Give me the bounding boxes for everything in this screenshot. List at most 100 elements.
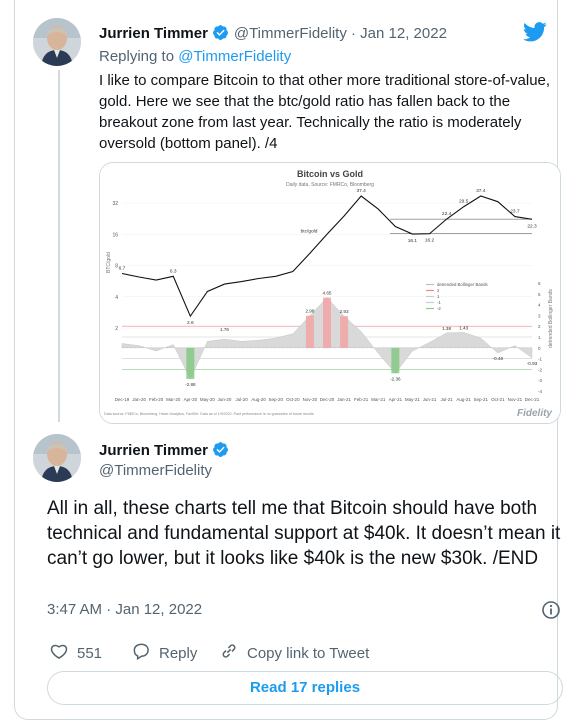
tweet-timestamp[interactable]: 3:47 AM · Jan 12, 2022 — [47, 601, 203, 618]
copy-link-button[interactable]: Copy link to Tweet — [219, 641, 369, 665]
right-tick-label: 1 — [538, 335, 541, 340]
bollinger-extreme — [391, 347, 400, 374]
reply-label: Reply — [159, 644, 198, 662]
tweet2-header: Jurrien Timmer — [99, 441, 229, 463]
x-tick-label: Dec-21 — [525, 397, 540, 402]
info-icon[interactable] — [541, 600, 561, 625]
replying-handle-link[interactable]: @TimmerFidelity — [178, 48, 292, 65]
bollinger-extreme — [340, 316, 349, 348]
legend-entry: 1 — [437, 294, 440, 299]
thread-line — [58, 70, 60, 422]
x-tick-label: Oct-20 — [286, 397, 300, 402]
bitcoin-vs-gold-chart: Bitcoin vs Gold Daily data. Source: FMRC… — [100, 163, 560, 423]
chart-image[interactable]: Bitcoin vs Gold Daily data. Source: FMRC… — [99, 162, 561, 424]
author-name[interactable]: Jurrien Timmer — [99, 442, 208, 459]
link-icon — [219, 641, 239, 665]
verified-badge-icon — [212, 24, 229, 46]
right-tick-label: -3 — [538, 378, 542, 383]
tweet-actions: 551 Reply Copy link to Tweet — [47, 641, 547, 665]
left-tick-label: 4 — [115, 295, 118, 301]
replying-to: Replying to @TimmerFidelity — [99, 48, 291, 65]
right-tick-label: 2 — [538, 324, 541, 329]
legend-entry: -1 — [437, 300, 441, 305]
upper-annotation: 16.2 — [425, 238, 435, 244]
lower-annotation: 2.93 — [340, 309, 349, 314]
x-tick-label: Jun-21 — [423, 397, 437, 402]
x-tick-label: Jul-21 — [440, 397, 453, 402]
upper-annotation: 22.3 — [527, 223, 537, 229]
author-handle[interactable]: @TimmerFidelity — [99, 462, 213, 479]
x-tick-label: Mar-20 — [166, 397, 181, 402]
lower-panel — [121, 297, 533, 380]
right-tick-label: 4 — [538, 303, 541, 308]
left-tick-label: 16 — [112, 232, 118, 238]
legend-entry: 2 — [437, 288, 440, 293]
lower-annotation: 1.76 — [220, 327, 229, 332]
reply-button[interactable]: Reply — [131, 641, 197, 665]
upper-annotation: 2.6 — [187, 320, 194, 326]
x-tick-label: Nov-20 — [303, 397, 318, 402]
x-tick-label: Feb-20 — [149, 397, 164, 402]
lower-annotation: 1.43 — [459, 325, 468, 330]
twitter-bird-icon[interactable] — [523, 22, 547, 47]
legend-entry: -2 — [437, 306, 441, 311]
upper-annotation: 16.1 — [408, 238, 418, 244]
x-tick-label: Oct-21 — [491, 397, 505, 402]
chart-footer: Data source: FMRCo, Bloomberg, Haver Ana… — [104, 412, 315, 416]
copy-link-label: Copy link to Tweet — [247, 644, 370, 662]
upper-annotation: 22.4 — [442, 211, 452, 217]
upper-annotation: btc/gold — [301, 228, 318, 234]
avatar[interactable] — [33, 434, 81, 482]
read-replies-button[interactable]: Read 17 replies — [47, 671, 563, 705]
tweet-card: Jurrien Timmer @TimmerFidelity · Jan 12,… — [14, 0, 563, 720]
x-tick-label: May-21 — [405, 397, 421, 402]
annotations: 6.7 6.3 2.6 btc/gold 37.4 16.1 16.2 22.4 29.5 37.… — [119, 188, 538, 387]
right-tick-label: 6 — [538, 281, 541, 286]
x-tick-label: Mar-21 — [371, 397, 386, 402]
avatar[interactable] — [33, 18, 81, 66]
x-tick-label: Nov-21 — [508, 397, 523, 402]
right-tick-label: -4 — [538, 389, 542, 394]
chart-title: Bitcoin vs Gold — [297, 169, 363, 179]
handle-and-date[interactable]: @TimmerFidelity · Jan 12, 2022 — [233, 25, 447, 42]
upper-panel — [121, 195, 533, 318]
x-tick-label: Apr-20 — [184, 397, 198, 402]
tweet1-text: I like to compare Bitcoin to that other … — [99, 72, 551, 152]
left-axis-label: BTC/gold — [106, 252, 112, 273]
x-tick-label: Jan-20 — [132, 397, 146, 402]
lower-annotation: -2.36 — [390, 376, 401, 381]
right-tick-label: 3 — [538, 313, 541, 318]
author-name[interactable]: Jurrien Timmer — [99, 25, 208, 42]
x-tick-label: Jul-20 — [235, 397, 248, 402]
bollinger-extreme — [305, 315, 314, 348]
x-tick-label: Sep-21 — [473, 397, 488, 402]
x-tick-label: Sep-20 — [268, 397, 283, 402]
like-button[interactable]: 551 — [49, 641, 102, 665]
lower-annotation: -2.88 — [185, 382, 196, 387]
fidelity-logo: Fidelity — [517, 408, 552, 419]
upper-annotation: 37.4 — [476, 188, 486, 194]
like-count: 551 — [77, 644, 103, 662]
upper-annotation: 37.4 — [356, 188, 366, 194]
x-tick-label: Dec-20 — [320, 397, 335, 402]
lower-annotation: 2.98 — [305, 309, 314, 314]
reply-icon — [131, 641, 151, 665]
upper-annotation: 23.7 — [510, 209, 520, 215]
right-tick-label: 5 — [538, 292, 541, 297]
left-tick-label: 2 — [115, 326, 118, 332]
right-axis-label: detrended Bollinger Bands — [548, 289, 554, 348]
lower-annotation: 4.65 — [323, 291, 332, 296]
lower-annotation: -0.93 — [527, 361, 538, 366]
heart-icon — [49, 641, 69, 665]
x-tick-label: Dec-19 — [115, 397, 130, 402]
right-tick-label: 0 — [538, 346, 541, 351]
legend-entry: detrended Bollinger Bands — [437, 282, 488, 287]
x-tick-label: Aug-20 — [251, 397, 266, 402]
left-tick-label: 32 — [112, 201, 118, 207]
x-tick-label: Feb-21 — [354, 397, 369, 402]
btc-gold-line — [121, 195, 533, 318]
chart-subtitle: Daily data. Source: FMRCo, Bloomberg — [286, 182, 374, 188]
right-tick-label: -1 — [538, 357, 542, 362]
